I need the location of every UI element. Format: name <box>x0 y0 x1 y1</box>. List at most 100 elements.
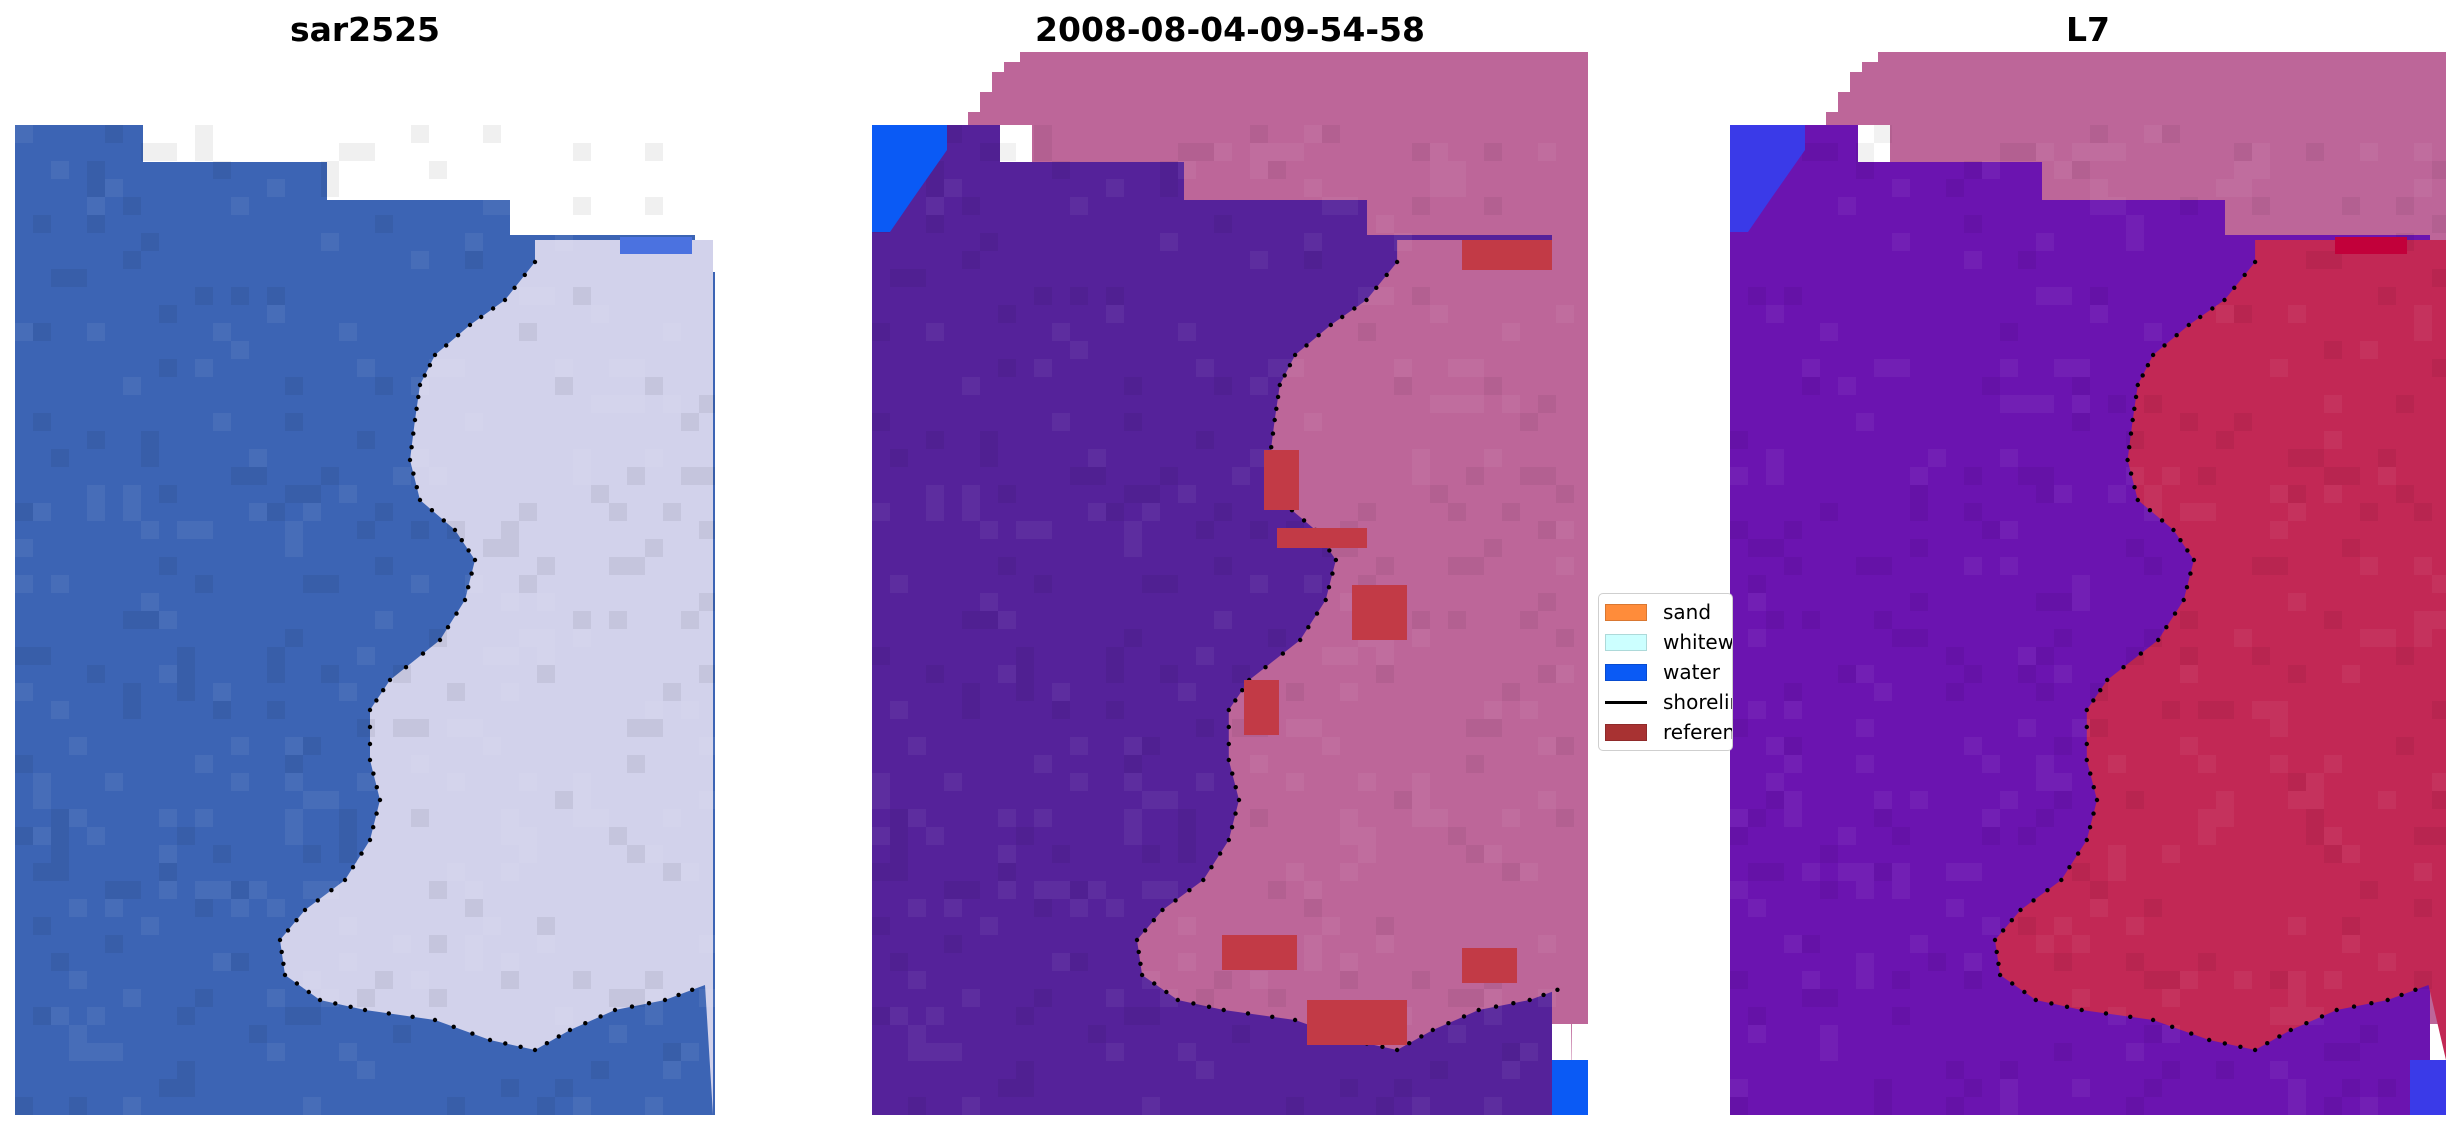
pixel-texture <box>1034 881 1052 899</box>
pixel-texture <box>195 359 213 377</box>
pixel-texture <box>2252 161 2270 179</box>
pixel-texture <box>962 881 980 899</box>
pixel-texture <box>1430 143 1448 161</box>
pixel-texture <box>1520 467 1538 485</box>
pixel-texture <box>609 179 627 197</box>
pixel-texture <box>375 611 393 629</box>
pixel-texture <box>1322 647 1340 665</box>
pixel-texture <box>1748 539 1766 557</box>
pixel-texture <box>2306 809 2324 827</box>
pixel-texture <box>2144 125 2162 143</box>
pixel-texture <box>944 935 962 953</box>
pixel-texture <box>645 1007 663 1025</box>
pixel-texture <box>2270 971 2288 989</box>
pixel-texture <box>2054 593 2072 611</box>
shoreline-dot <box>1206 1004 1212 1009</box>
pixel-texture <box>908 971 926 989</box>
pixel-texture <box>411 719 429 737</box>
pixel-texture <box>663 503 681 521</box>
pixel-texture <box>573 629 591 647</box>
pixel-texture <box>105 1043 123 1061</box>
pixel-texture <box>1142 1007 1160 1025</box>
shoreline-dot <box>690 987 695 992</box>
pixel-texture <box>1964 251 1982 269</box>
pixel-texture <box>2036 143 2054 161</box>
shoreline-dot <box>2198 314 2203 320</box>
pixel-texture <box>1748 899 1766 917</box>
pixel-texture <box>1820 989 1838 1007</box>
shoreline-dot <box>1269 445 1274 450</box>
shoreline-dot <box>1138 961 1143 966</box>
pixel-texture <box>411 449 429 467</box>
pixel-texture <box>213 323 231 341</box>
shoreline-dot <box>411 431 416 436</box>
pixel-texture <box>1982 521 2000 539</box>
pixel-texture <box>1484 377 1502 395</box>
pixel-texture <box>890 845 908 863</box>
pixel-texture <box>1412 629 1430 647</box>
shoreline-dot <box>282 972 288 978</box>
pixel-texture <box>1106 1043 1124 1061</box>
pixel-texture <box>1394 377 1412 395</box>
pixel-texture <box>123 377 141 395</box>
shoreline-dot <box>1226 837 1231 843</box>
pixel-texture <box>2360 629 2378 647</box>
pixel-texture <box>2180 197 2198 215</box>
pixel-texture <box>1304 251 1322 269</box>
pixel-texture <box>141 521 159 539</box>
pixel-texture <box>141 233 159 251</box>
pixel-texture <box>1322 917 1340 935</box>
pixel-texture <box>1448 827 1466 845</box>
pixel-texture <box>411 575 429 593</box>
pixel-texture <box>339 143 357 161</box>
pixel-texture <box>231 773 249 791</box>
pixel-texture <box>1874 683 1892 701</box>
pixel-texture <box>1196 143 1214 161</box>
pixel-texture <box>1340 971 1358 989</box>
pixel-texture <box>411 125 429 143</box>
shoreline-dot <box>2304 1021 2309 1026</box>
pixel-texture <box>33 917 51 935</box>
pixel-texture <box>1358 845 1376 863</box>
shoreline-dot <box>422 373 427 378</box>
pixel-texture <box>908 269 926 287</box>
pixel-texture <box>1232 665 1250 683</box>
shoreline-dot <box>417 382 423 388</box>
pixel-texture <box>2396 395 2414 413</box>
pixel-texture <box>1304 233 1322 251</box>
legend-label-whitewater: whitewater <box>1663 630 1733 654</box>
pixel-texture <box>285 737 303 755</box>
pixel-texture <box>1412 791 1430 809</box>
pixel-texture <box>2000 1079 2018 1097</box>
pixel-texture <box>609 395 627 413</box>
pixel-texture <box>1268 989 1286 1007</box>
pixel-texture <box>908 1025 926 1043</box>
pixel-texture <box>537 935 555 953</box>
shoreline-dot <box>1997 972 2003 978</box>
pixel-texture <box>1448 611 1466 629</box>
pixel-texture <box>411 971 429 989</box>
shoreline-dot <box>479 314 484 320</box>
pixel-texture <box>645 449 663 467</box>
pixel-texture <box>1124 827 1142 845</box>
legend-swatch-sand <box>1605 603 1647 621</box>
pixel-texture <box>1214 557 1232 575</box>
pixel-texture <box>1070 287 1088 305</box>
shoreline-dot <box>2088 771 2093 776</box>
pixel-texture <box>1910 539 1928 557</box>
shoreline-dot <box>1476 1007 1481 1013</box>
pixel-texture <box>87 323 105 341</box>
pixel-texture <box>1088 449 1106 467</box>
shoreline-dot <box>1323 597 1328 603</box>
shoreline-dot <box>387 677 393 683</box>
pixel-texture <box>1016 647 1034 665</box>
pixel-texture <box>51 701 69 719</box>
pixel-texture <box>2234 413 2252 431</box>
pixel-texture <box>2144 1025 2162 1043</box>
pixel-texture <box>1556 485 1574 503</box>
pixel-texture <box>1196 359 1214 377</box>
shoreline-dot <box>472 557 478 563</box>
pixel-texture <box>1856 881 1874 899</box>
pixel-texture <box>2324 341 2342 359</box>
pixel-texture <box>2000 395 2018 413</box>
